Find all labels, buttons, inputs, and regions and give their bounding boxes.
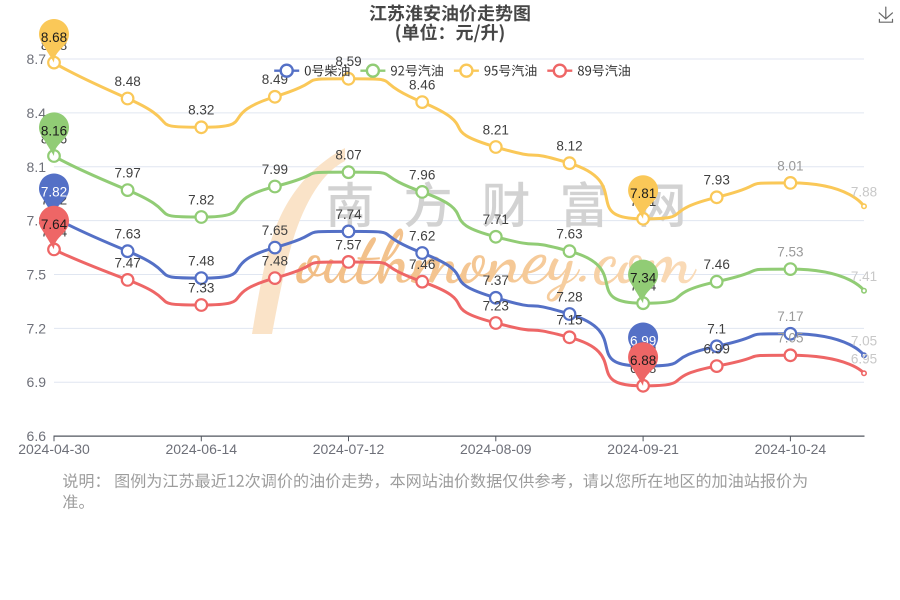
svg-text:2024-10-24: 2024-10-24 — [755, 441, 827, 457]
svg-text:8.12: 8.12 — [556, 139, 582, 154]
svg-text:7.64: 7.64 — [41, 217, 68, 232]
svg-text:7.46: 7.46 — [409, 257, 435, 272]
svg-text:7.82: 7.82 — [188, 192, 214, 207]
svg-text:8.68: 8.68 — [41, 30, 67, 45]
svg-text:7.81: 7.81 — [630, 186, 656, 201]
svg-text:2024-06-14: 2024-06-14 — [165, 441, 237, 457]
svg-text:7.28: 7.28 — [556, 289, 582, 304]
svg-text:7.41: 7.41 — [851, 269, 877, 284]
svg-text:7.65: 7.65 — [262, 223, 288, 238]
svg-text:8.07: 8.07 — [335, 148, 361, 163]
svg-text:7.99: 7.99 — [262, 162, 288, 177]
svg-text:7.96: 7.96 — [409, 167, 435, 182]
svg-text:8.21: 8.21 — [483, 122, 509, 137]
svg-text:8.7: 8.7 — [27, 51, 47, 67]
svg-text:6.95: 6.95 — [851, 352, 877, 367]
svg-text:7.82: 7.82 — [41, 184, 67, 199]
svg-text:7.47: 7.47 — [114, 255, 140, 270]
svg-text:7.33: 7.33 — [188, 280, 214, 295]
svg-text:8.46: 8.46 — [409, 78, 435, 93]
svg-text:7.1: 7.1 — [707, 322, 726, 337]
svg-text:7.57: 7.57 — [335, 237, 361, 252]
svg-text:7.37: 7.37 — [483, 273, 509, 288]
svg-text:7.63: 7.63 — [556, 227, 582, 242]
svg-text:8.32: 8.32 — [188, 103, 214, 118]
svg-text:8.49: 8.49 — [262, 72, 288, 87]
svg-text:7.48: 7.48 — [262, 254, 288, 269]
svg-text:7.93: 7.93 — [704, 173, 730, 188]
svg-text:7.74: 7.74 — [335, 207, 362, 222]
svg-text:7.15: 7.15 — [556, 313, 582, 328]
svg-text:2024-07-12: 2024-07-12 — [313, 441, 385, 457]
svg-text:7.71: 7.71 — [483, 212, 509, 227]
svg-text:7.62: 7.62 — [409, 228, 435, 243]
svg-text:7.05: 7.05 — [777, 331, 803, 346]
svg-text:8.16: 8.16 — [41, 123, 67, 138]
svg-text:7.97: 7.97 — [114, 166, 140, 181]
svg-text:6.99: 6.99 — [704, 341, 730, 356]
svg-text:7.2: 7.2 — [27, 320, 47, 336]
svg-text:7.48: 7.48 — [188, 254, 214, 269]
svg-text:7.88: 7.88 — [851, 185, 877, 200]
svg-text:8.48: 8.48 — [114, 74, 140, 89]
svg-text:6.6: 6.6 — [27, 428, 47, 444]
svg-text:2024-08-09: 2024-08-09 — [460, 441, 532, 457]
svg-text:7.5: 7.5 — [27, 267, 47, 283]
svg-text:7.63: 7.63 — [114, 227, 140, 242]
svg-text:2024-09-21: 2024-09-21 — [607, 441, 679, 457]
svg-text:6.88: 6.88 — [630, 353, 656, 368]
svg-text:7.34: 7.34 — [630, 271, 657, 286]
svg-text:2024-04-30: 2024-04-30 — [18, 441, 90, 457]
svg-text:6.9: 6.9 — [27, 374, 47, 390]
svg-text:7.53: 7.53 — [777, 245, 803, 260]
svg-text:8.1: 8.1 — [27, 159, 47, 175]
svg-text:8.4: 8.4 — [27, 105, 47, 121]
svg-text:7.23: 7.23 — [483, 298, 509, 313]
svg-text:8.01: 8.01 — [777, 158, 803, 173]
svg-text:7.17: 7.17 — [777, 309, 803, 324]
svg-text:7.05: 7.05 — [851, 334, 877, 349]
svg-text:7.46: 7.46 — [704, 257, 730, 272]
svg-text:8.59: 8.59 — [335, 54, 361, 69]
